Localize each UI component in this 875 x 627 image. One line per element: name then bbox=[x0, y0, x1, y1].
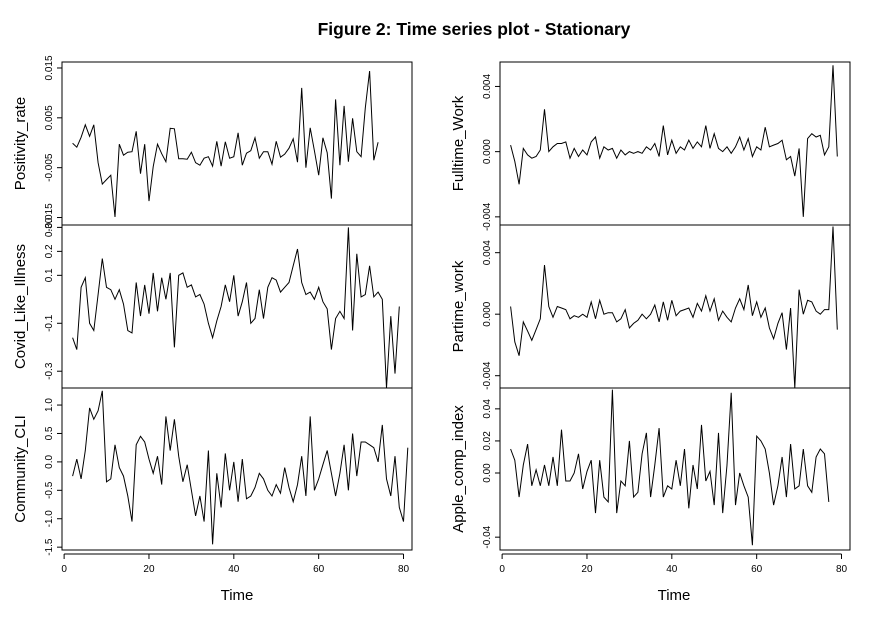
y-tick-label: 0.005 bbox=[44, 105, 55, 130]
x-tick-label: 80 bbox=[836, 564, 848, 575]
y-tick-label: -1.0 bbox=[44, 510, 55, 528]
plot-frame bbox=[61, 387, 413, 551]
x-tick-label: 0 bbox=[499, 564, 505, 575]
series-line-Fulltime_Work bbox=[510, 65, 838, 217]
y-tick-label: 1.0 bbox=[44, 398, 55, 412]
y-tick-label: 0.000 bbox=[482, 139, 493, 164]
y-tick-label: 0.5 bbox=[44, 426, 55, 440]
y-tick-label: 0.1 bbox=[44, 268, 55, 282]
x-axis-right: 0 20 40 60 80 bbox=[499, 553, 848, 575]
series-line-Apple_comp_index bbox=[510, 389, 830, 546]
y-tick-label: -0.004 bbox=[482, 361, 493, 390]
x-tick-label: 60 bbox=[313, 564, 325, 575]
plot-left-3: -1.5 -1.0 -0.5 0.0 0.5 1.0 Community_CLI bbox=[12, 387, 413, 556]
x-tick-label: 20 bbox=[581, 564, 593, 575]
y-tick-label: 0.004 bbox=[482, 240, 493, 265]
plot-right-2: -0.004 0.000 0.004 Partime_work bbox=[450, 224, 851, 390]
y-tick-label: 0.00 bbox=[482, 463, 493, 483]
x-tick-label: 40 bbox=[228, 564, 240, 575]
y-axis-label: Partime_work bbox=[450, 260, 467, 352]
y-tick-label: 0.02 bbox=[482, 431, 493, 451]
y-axis-label: Apple_comp_index bbox=[450, 405, 467, 533]
y-tick-label: -0.005 bbox=[44, 153, 55, 182]
y-axis-label: Covid_Like_Illness bbox=[12, 244, 29, 369]
plot-right-3: -0.04 0.00 0.02 0.04 Apple_comp_index bbox=[450, 387, 851, 551]
x-axis-label-right: Time bbox=[658, 587, 691, 604]
x-tick-label: 60 bbox=[751, 564, 763, 575]
series-line-Partime_work bbox=[510, 226, 838, 389]
series-line-Positivity_rate bbox=[72, 70, 379, 218]
series-line-Community_CLI bbox=[72, 390, 409, 545]
y-tick-label: 0.30 bbox=[44, 217, 55, 237]
plot-left-2: -0.3 -0.1 0.1 0.2 0.30 Covid_Like_Illness bbox=[12, 217, 413, 389]
plot-right-1: -0.004 0.000 0.004 Fulltime_Work bbox=[450, 61, 851, 231]
y-tick-label: 0.0 bbox=[44, 455, 55, 469]
x-tick-label: 20 bbox=[143, 564, 155, 575]
series-line-Covid_Like_Illness bbox=[72, 227, 400, 389]
x-tick-label: 0 bbox=[61, 564, 67, 575]
plot-frame bbox=[499, 61, 851, 226]
y-axis-label: Positivity_rate bbox=[12, 97, 29, 190]
x-axis-label-left: Time bbox=[221, 587, 254, 604]
plot-frame bbox=[499, 387, 851, 551]
y-tick-label: -0.3 bbox=[44, 362, 55, 380]
x-axis-left: 0 20 40 60 80 bbox=[61, 553, 410, 575]
plot-left-1: -0.015 -0.005 0.005 0.015 Positivity_rate bbox=[12, 55, 413, 232]
y-tick-label: 0.2 bbox=[44, 244, 55, 258]
y-tick-label: 0.015 bbox=[44, 55, 55, 80]
y-tick-label: 0.000 bbox=[482, 301, 493, 326]
x-tick-label: 80 bbox=[398, 564, 410, 575]
y-tick-label: -0.5 bbox=[44, 481, 55, 499]
y-tick-label: 0.004 bbox=[482, 74, 493, 99]
y-tick-label: -0.015 bbox=[44, 203, 55, 232]
y-tick-label: -0.04 bbox=[482, 525, 493, 548]
y-tick-label: -0.1 bbox=[44, 314, 55, 332]
plot-frame bbox=[61, 61, 413, 226]
y-tick-label: 0.04 bbox=[482, 399, 493, 419]
y-tick-label: -0.004 bbox=[482, 202, 493, 231]
figure-title: Figure 2: Time series plot - Stationary bbox=[318, 19, 631, 39]
y-axis-label: Community_CLI bbox=[12, 415, 29, 523]
x-tick-label: 40 bbox=[666, 564, 678, 575]
plot-frame bbox=[499, 224, 851, 389]
y-tick-label: -1.5 bbox=[44, 538, 55, 556]
y-axis-label: Fulltime_Work bbox=[450, 95, 467, 191]
